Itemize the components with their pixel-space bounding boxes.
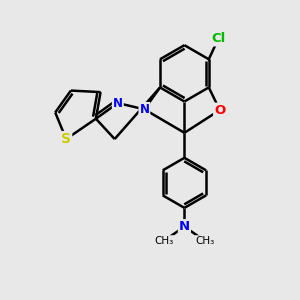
Text: N: N xyxy=(140,103,149,116)
Text: CH₃: CH₃ xyxy=(195,236,214,246)
Text: O: O xyxy=(214,103,225,117)
Text: N: N xyxy=(179,220,190,233)
Text: Cl: Cl xyxy=(211,32,225,45)
Text: N: N xyxy=(113,97,123,110)
Text: S: S xyxy=(61,132,71,146)
Text: CH₃: CH₃ xyxy=(154,236,174,246)
